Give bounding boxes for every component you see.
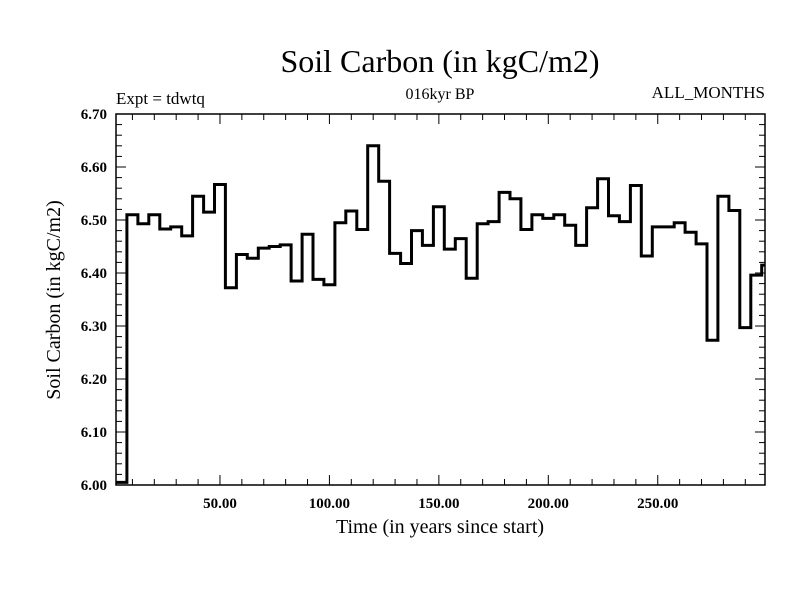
experiment-label: Expt = tdwtq [116, 89, 205, 108]
y-tick-label: 6.20 [81, 372, 107, 388]
y-tick-label: 6.50 [81, 213, 107, 229]
y-tick-label: 6.60 [81, 160, 107, 176]
y-tick-label: 6.10 [81, 425, 107, 441]
x-tick-label: 100.00 [309, 496, 350, 512]
series-line-soil-carbon [116, 144, 765, 484]
x-tick-label: 150.00 [418, 496, 459, 512]
y-tick-label: 6.70 [81, 107, 107, 123]
y-tick-label: 6.40 [81, 266, 107, 282]
x-axis-label: Time (in years since start) [336, 516, 544, 538]
x-tick-label: 50.00 [203, 496, 237, 512]
plot-frame [115, 113, 766, 486]
y-tick-label: 6.30 [81, 319, 107, 335]
chart-title: Soil Carbon (in kgC/m2) [280, 43, 599, 79]
x-tick-label: 200.00 [528, 496, 569, 512]
x-tick-label: 250.00 [637, 496, 678, 512]
months-label: ALL_MONTHS [652, 83, 765, 102]
y-axis-label: Soil Carbon (in kgC/m2) [43, 200, 65, 399]
chart-subtitle: 016kyr BP [406, 86, 475, 103]
y-tick-label: 6.00 [81, 478, 107, 494]
